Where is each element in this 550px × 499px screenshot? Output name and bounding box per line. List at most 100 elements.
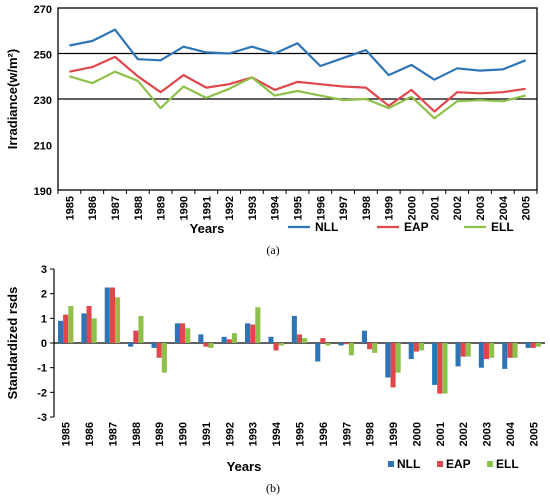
x-tick-label: 1998	[361, 196, 373, 220]
x-tick-label: 2004	[498, 195, 510, 220]
bar-nll	[315, 343, 321, 362]
bar-eap	[156, 343, 162, 358]
bar-eap	[530, 343, 536, 348]
x-tick-label: 1986	[84, 422, 96, 446]
bar-eap	[133, 330, 139, 343]
bar-ell	[325, 343, 331, 346]
bar-nll	[432, 343, 438, 385]
x-tick-label: 1995	[295, 422, 307, 446]
series-line-ell	[69, 70, 526, 120]
x-tick-label: 2005	[521, 196, 533, 220]
x-tick-label: 1985	[64, 196, 76, 220]
bar-nll	[245, 323, 251, 343]
y-axis-title: Irradiance(w/m²)	[5, 49, 20, 149]
bar-nll	[338, 343, 344, 346]
bar-nll	[81, 313, 87, 343]
bar-ell	[161, 343, 167, 373]
x-tick-label: 2000	[411, 422, 423, 446]
bar-nll	[151, 343, 157, 348]
y-tick-label: 0	[41, 338, 47, 350]
y-tick-label: 190	[34, 186, 52, 198]
bar-nll	[58, 320, 64, 343]
y-tick-label: 1	[41, 313, 47, 325]
bar-nll	[198, 334, 204, 343]
bar-eap	[109, 287, 115, 343]
x-tick-label: 2004	[505, 421, 517, 446]
y-tick-label: -1	[37, 363, 47, 375]
bar-nll	[408, 343, 414, 359]
y-tick-label: 210	[34, 141, 52, 153]
x-tick-label: 1996	[318, 422, 330, 446]
bar-eap	[226, 339, 232, 343]
x-tick-label: 1990	[178, 422, 190, 446]
x-tick-label: 1993	[247, 196, 259, 220]
x-tick-label: 1995	[293, 196, 305, 220]
bar-ell	[185, 328, 191, 343]
bar-eap	[180, 323, 186, 343]
bar-ell	[231, 333, 237, 343]
bar-eap	[484, 343, 490, 359]
x-tick-label: 1994	[270, 195, 282, 220]
y-tick-label: 250	[34, 50, 52, 62]
bar-ell	[91, 318, 97, 343]
x-tick-label: 1992	[224, 196, 236, 220]
x-tick-label: 1999	[384, 196, 396, 220]
series-bars	[58, 287, 541, 394]
x-tick-label: 1991	[201, 422, 213, 446]
x-tick-labels: 1985 1986 1987 1988 1989 1990 1991 1992 1993 1994…	[64, 195, 532, 220]
legend-label: EAP	[446, 457, 471, 471]
x-tick-label: 2002	[458, 422, 470, 446]
x-tick-label: 1994	[271, 421, 283, 446]
irradiance-line-chart: 190 210 230 250 270 1985 1986 1987 1988 1989 1990…	[5, 4, 538, 257]
bar-nll	[502, 343, 508, 369]
bar-ell	[348, 343, 354, 356]
bar-nll	[385, 343, 391, 378]
gridlines	[58, 52, 537, 100]
bar-ell	[115, 297, 121, 343]
bar-nll	[455, 343, 461, 367]
bar-nll	[221, 336, 227, 343]
bar-ell	[442, 343, 448, 394]
bar-nll	[291, 315, 297, 343]
y-tick-label: 3	[41, 264, 47, 276]
bar-ell	[465, 343, 471, 357]
legend: NLL EAP ELL	[288, 220, 514, 234]
x-tick-label: 1999	[388, 422, 400, 446]
x-tick-label: 1985	[61, 422, 73, 446]
x-tick-label: 1993	[248, 422, 260, 446]
series-line-eap	[69, 55, 526, 113]
y-tick-labels: -3 -2 -1 0 1 2 3	[37, 264, 47, 424]
bar-nll	[128, 343, 134, 347]
x-tick-label: 1989	[154, 422, 166, 446]
x-tick-label: 1988	[133, 196, 145, 220]
plot-frame	[57, 7, 538, 191]
bar-nll	[525, 343, 531, 348]
legend-label: EAP	[404, 220, 429, 234]
bar-ell	[278, 343, 284, 346]
bar-ell	[372, 343, 378, 353]
x-tick-label: 2001	[435, 422, 447, 446]
x-tick-label: 1992	[224, 422, 236, 446]
bar-ell	[419, 343, 425, 351]
y-axis-title: Standardized rsds	[5, 287, 20, 400]
x-tick-label: 1997	[341, 422, 353, 446]
x-tick-label: 1987	[107, 422, 119, 446]
bar-eap	[320, 338, 326, 343]
x-tick-label: 2003	[482, 422, 494, 446]
x-tick-label: 1998	[365, 422, 377, 446]
legend-swatch-ell	[487, 461, 493, 467]
bar-nll	[174, 323, 180, 343]
bar-nll	[478, 343, 484, 368]
panel-label: (a)	[266, 243, 279, 257]
x-tick-label: 2000	[407, 196, 419, 220]
bar-eap	[250, 324, 256, 343]
x-tick-label: 2001	[429, 196, 441, 220]
bar-eap	[86, 306, 92, 343]
panel-label: (b)	[266, 481, 280, 495]
bar-ell	[68, 306, 74, 343]
bar-eap	[390, 343, 396, 388]
bar-ell	[395, 343, 401, 373]
bar-eap	[203, 343, 209, 347]
y-tick-label: 2	[41, 289, 47, 301]
